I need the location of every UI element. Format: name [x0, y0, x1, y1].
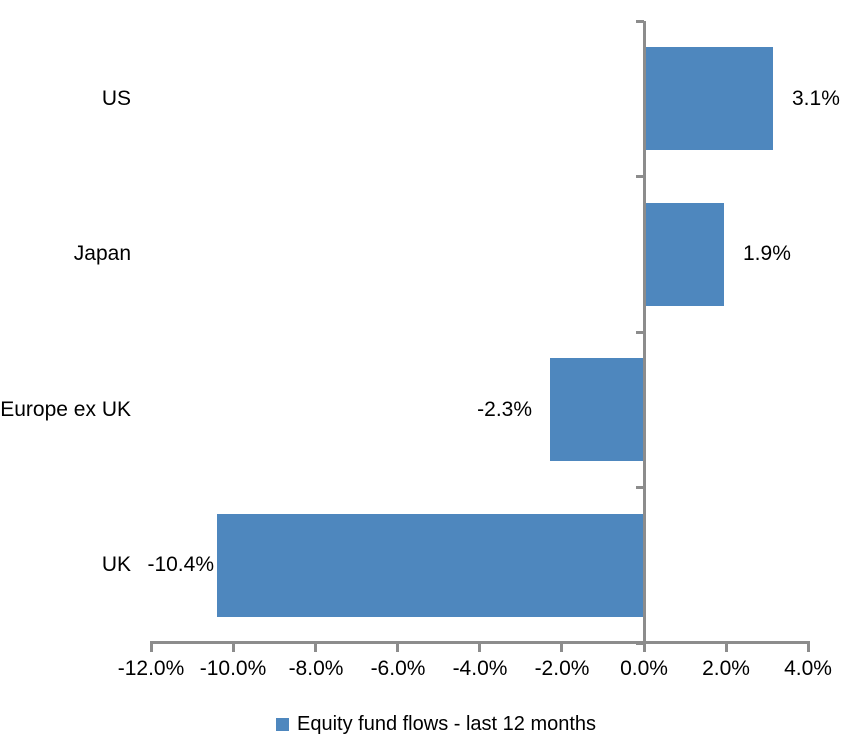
y-axis-tick [636, 20, 644, 23]
category-label: Japan [73, 242, 131, 265]
legend: Equity fund flows - last 12 months [276, 712, 596, 737]
x-axis-tick [478, 644, 481, 652]
y-axis-line [643, 21, 646, 644]
x-tick-label: -2.0% [534, 657, 590, 680]
x-tick-label: -8.0% [288, 657, 344, 680]
legend-marker-square [276, 718, 289, 731]
x-axis-tick [396, 644, 399, 652]
x-axis-tick [232, 644, 235, 652]
category-label: US [101, 87, 131, 110]
y-axis-tick [636, 331, 644, 334]
bar [217, 514, 644, 617]
x-axis-tick [314, 644, 317, 652]
y-axis-tick [636, 175, 644, 178]
legend-label: Equity fund flows - last 12 months [297, 713, 597, 735]
y-axis-tick [636, 486, 644, 489]
x-tick-label: -6.0% [370, 657, 426, 680]
category-label: Europe ex UK [0, 398, 131, 421]
value-label: -10.4% [147, 553, 214, 576]
bar [646, 47, 773, 150]
value-label: 1.9% [743, 242, 791, 265]
x-axis-line [150, 641, 810, 644]
x-tick-label: -4.0% [452, 657, 508, 680]
bar [550, 358, 644, 461]
x-tick-label: -10.0% [199, 657, 267, 680]
category-label: UK [101, 553, 131, 576]
bar [646, 203, 724, 306]
y-axis-tick [636, 642, 644, 645]
value-label: -2.3% [477, 398, 532, 421]
x-axis-tick [560, 644, 563, 652]
x-tick-label: -12.0% [117, 657, 185, 680]
x-tick-label: 4.0% [784, 657, 832, 680]
x-tick-label: 2.0% [702, 657, 750, 680]
x-axis-tick [807, 644, 810, 652]
x-tick-label: 0.0% [620, 657, 668, 680]
x-axis-tick [725, 644, 728, 652]
value-label: 3.1% [792, 87, 840, 110]
x-axis-tick [643, 644, 646, 652]
x-axis-tick [150, 644, 153, 652]
